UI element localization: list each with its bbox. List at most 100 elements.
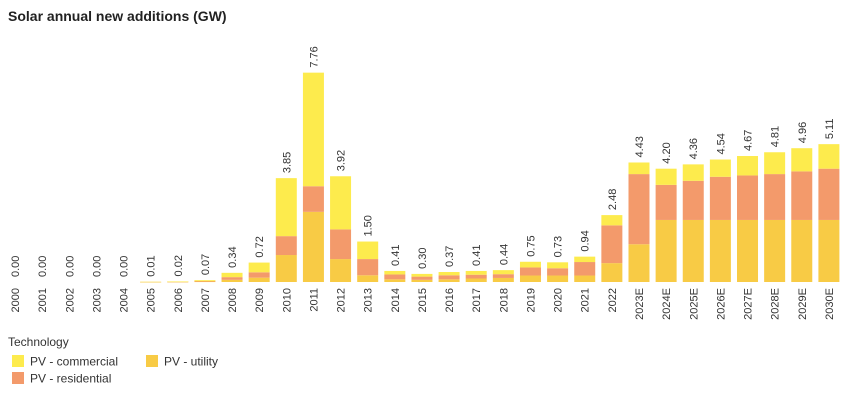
bar-segment-pv-commercial-2022 xyxy=(601,215,623,226)
legend-label-pv-utility: PV - utility xyxy=(164,355,218,369)
x-tick-label-2001: 2001 xyxy=(37,288,49,312)
data-label-2017: 0.41 xyxy=(471,245,483,266)
data-label-2010: 3.85 xyxy=(281,152,293,173)
data-label-2007: 0.07 xyxy=(200,254,212,275)
bar-segment-pv-utility-2018 xyxy=(492,277,514,282)
data-label-2026E: 4.54 xyxy=(715,133,727,154)
bar-segment-pv-residential-2026E xyxy=(709,176,731,220)
bar-segment-pv-commercial-2015 xyxy=(411,273,433,277)
legend-swatch-pv-residential xyxy=(12,372,24,384)
bar-segment-pv-commercial-2028E xyxy=(764,152,786,175)
data-label-2029E: 4.96 xyxy=(797,122,809,143)
bar-segment-pv-residential-2013 xyxy=(357,259,379,276)
bar-segment-pv-commercial-2024E xyxy=(655,168,677,185)
data-label-2002: 0.00 xyxy=(64,256,76,277)
bar-segment-pv-commercial-2011 xyxy=(302,72,324,187)
bar-segment-pv-utility-2019 xyxy=(519,275,541,282)
x-tick-label-2000: 2000 xyxy=(10,288,22,312)
bar-segment-pv-utility-2029E xyxy=(791,219,813,282)
data-label-2009: 0.72 xyxy=(254,236,266,257)
bar-segment-pv-utility-2021 xyxy=(574,275,596,282)
data-label-2019: 0.75 xyxy=(525,235,537,256)
bar-segment-pv-utility-2030E xyxy=(818,219,840,282)
bar-segment-pv-commercial-2026E xyxy=(709,159,731,177)
data-label-2020: 0.73 xyxy=(553,236,565,257)
x-tick-label-2004: 2004 xyxy=(119,288,131,312)
bar-segment-pv-utility-2016 xyxy=(438,279,460,282)
legend-swatch-pv-utility xyxy=(146,355,158,367)
x-tick-label-2009: 2009 xyxy=(254,288,266,312)
bar-segment-pv-residential-2029E xyxy=(791,171,813,220)
bar-segment-pv-commercial-2020 xyxy=(547,262,569,269)
data-label-2015: 0.30 xyxy=(417,247,429,268)
data-label-2016: 0.37 xyxy=(444,246,456,267)
bar-segment-pv-commercial-2009 xyxy=(248,262,270,273)
x-tick-label-2013: 2013 xyxy=(363,288,375,312)
x-tick-label-2025E: 2025E xyxy=(688,288,700,320)
bar-segment-pv-residential-2021 xyxy=(574,262,596,276)
bar-segment-pv-utility-2014 xyxy=(384,279,406,282)
bar-segment-pv-utility-2023E xyxy=(628,244,650,282)
bar-segment-pv-utility-2015 xyxy=(411,279,433,282)
bar-segment-pv-commercial-2014 xyxy=(384,270,406,275)
chart-title: Solar annual new additions (GW) xyxy=(8,8,227,24)
bar-segment-pv-commercial-2029E xyxy=(791,148,813,172)
legend-label-pv-residential: PV - residential xyxy=(30,372,111,386)
legend-title: Technology xyxy=(8,335,69,349)
bar-segment-pv-commercial-2005 xyxy=(140,281,162,283)
bar-segment-pv-utility-2020 xyxy=(547,275,569,282)
data-label-2030E: 5.11 xyxy=(824,119,836,140)
x-tick-label-2005: 2005 xyxy=(146,288,158,312)
x-tick-label-2007: 2007 xyxy=(200,288,212,312)
x-tick-label-2017: 2017 xyxy=(471,288,483,312)
data-label-2005: 0.01 xyxy=(146,255,158,276)
bar-segment-pv-residential-2016 xyxy=(438,275,460,280)
data-label-2004: 0.00 xyxy=(119,256,131,277)
data-label-2013: 1.50 xyxy=(363,215,375,236)
bar-segment-pv-commercial-2010 xyxy=(275,178,297,237)
data-label-2025E: 4.36 xyxy=(688,138,700,159)
data-label-2021: 0.94 xyxy=(580,230,592,251)
x-tick-label-2018: 2018 xyxy=(498,288,510,312)
bar-segment-pv-utility-2025E xyxy=(682,219,704,282)
bar-segment-pv-residential-2015 xyxy=(411,276,433,280)
bar-segment-pv-commercial-2013 xyxy=(357,241,379,260)
x-tick-label-2012: 2012 xyxy=(336,288,348,312)
data-label-2000: 0.00 xyxy=(10,256,22,277)
data-label-2008: 0.34 xyxy=(227,246,239,267)
bar-segment-pv-residential-2022 xyxy=(601,225,623,264)
bar-segment-pv-residential-2010 xyxy=(275,236,297,256)
bar-segment-pv-commercial-2017 xyxy=(465,270,487,275)
x-tick-label-2028E: 2028E xyxy=(770,288,782,320)
bar-segment-pv-utility-2022 xyxy=(601,263,623,282)
x-tick-label-2015: 2015 xyxy=(417,288,429,312)
x-tick-label-2026E: 2026E xyxy=(715,288,727,320)
bar-segment-pv-commercial-2019 xyxy=(519,261,541,268)
data-label-2022: 2.48 xyxy=(607,189,619,210)
bar-segment-pv-utility-2028E xyxy=(764,219,786,282)
data-label-2014: 0.41 xyxy=(390,245,402,266)
bar-segment-pv-utility-2027E xyxy=(737,219,759,282)
x-tick-label-2010: 2010 xyxy=(281,288,293,312)
data-label-2018: 0.44 xyxy=(498,244,510,265)
x-tick-label-2016: 2016 xyxy=(444,288,456,312)
bar-segment-pv-utility-2007 xyxy=(194,281,216,283)
bar-segment-pv-residential-2018 xyxy=(492,274,514,278)
x-tick-label-2003: 2003 xyxy=(91,288,103,312)
bar-segment-pv-residential-2030E xyxy=(818,168,840,220)
bar-segment-pv-commercial-2006 xyxy=(167,281,189,283)
bar-segment-pv-utility-2024E xyxy=(655,219,677,282)
bar-segment-pv-commercial-2016 xyxy=(438,272,460,276)
bar-segment-pv-utility-2009 xyxy=(248,277,270,282)
bar-segment-pv-commercial-2023E xyxy=(628,162,650,175)
x-tick-label-2022: 2022 xyxy=(607,288,619,312)
bar-segment-pv-residential-2020 xyxy=(547,268,569,276)
data-label-2001: 0.00 xyxy=(37,256,49,277)
bar-segment-pv-residential-2024E xyxy=(655,184,677,220)
x-tick-label-2029E: 2029E xyxy=(797,288,809,320)
bar-segment-pv-residential-2028E xyxy=(764,174,786,220)
bar-segment-pv-residential-2027E xyxy=(737,175,759,220)
bar-segment-pv-residential-2012 xyxy=(330,229,352,260)
x-tick-label-2024E: 2024E xyxy=(661,288,673,320)
